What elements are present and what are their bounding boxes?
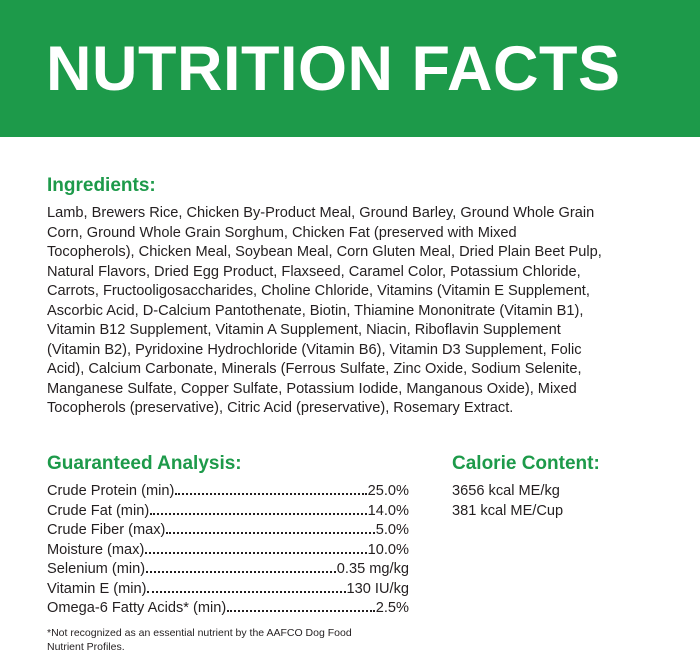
calorie-line: 3656 kcal ME/kg <box>452 483 560 499</box>
analysis-table: Crude Protein (min) 25.0% Crude Fat (min) 1… <box>47 482 409 619</box>
analysis-row: Omega-6 Fatty Acids* (min) 2.5% <box>47 599 409 619</box>
calorie-heading: Calorie Content: <box>452 453 600 474</box>
title: NUTRITION FACTS <box>46 34 621 104</box>
nutrient-name: Omega-6 Fatty Acids* (min) <box>47 600 227 616</box>
nutrient-name: Crude Protein (min) <box>47 483 175 499</box>
calorie-line: 381 kcal ME/Cup <box>452 502 564 519</box>
footnote-line: *Not recognized as an essential nutrient… <box>47 627 352 639</box>
footnote-line: Nutrient Profiles. <box>47 641 125 653</box>
calorie-content: 3656 kcal ME/kg 381 kcal ME/Cup <box>452 482 563 521</box>
header: NUTRITION FACTS <box>0 0 700 137</box>
ingredients-line: Tocopherols (preservative), Citric Acid … <box>47 400 514 416</box>
ingredients-line: Ascorbic Acid, D-Calcium Pantothenate, B… <box>47 302 584 319</box>
leader-dots <box>175 493 367 495</box>
leader-dots <box>146 571 336 573</box>
nutrient-value: 0.35 mg/kg <box>336 561 409 577</box>
analysis-row: Moisture (max) 10.0% <box>47 541 409 561</box>
ingredients-line: Acid), Calcium Carbonate, Minerals (Ferr… <box>47 361 582 377</box>
ingredients-line: (Vitamin B2), Pyridoxine Hydrochloride (… <box>47 341 582 358</box>
nutrient-name: Vitamin E (min) <box>47 580 147 597</box>
analysis-heading: Guaranteed Analysis: <box>47 453 242 474</box>
nutrient-value: 130 IU/kg <box>346 580 409 597</box>
nutrient-name: Crude Fiber (max) <box>47 522 166 538</box>
nutrient-name: Selenium (min) <box>47 561 146 577</box>
ingredients-line: Vitamin B12 Supplement, Vitamin A Supple… <box>47 322 561 338</box>
leader-dots <box>150 512 367 515</box>
footnote: *Not recognized as an essential nutrient… <box>47 626 352 654</box>
leader-dots <box>145 551 367 554</box>
analysis-row: Crude Fiber (max) 5.0% <box>47 521 409 541</box>
leader-dots <box>147 590 346 593</box>
ingredients-line: Lamb, Brewers Rice, Chicken By-Product M… <box>47 205 595 221</box>
nutrient-name: Moisture (max) <box>47 541 145 558</box>
ingredients: Lamb, Brewers Rice, Chicken By-Product M… <box>47 204 602 419</box>
nutrient-value: 2.5% <box>375 600 409 616</box>
ingredients-line: Natural Flavors, Dried Egg Product, Flax… <box>47 263 581 280</box>
ingredients-line: Carrots, Fructooligosaccharides, Choline… <box>47 283 590 299</box>
analysis-row: Crude Protein (min) 25.0% <box>47 482 409 502</box>
analysis-row: Selenium (min) 0.35 mg/kg <box>47 560 409 580</box>
nutrient-value: 25.0% <box>367 483 409 499</box>
ingredients-line: Tocopherols), Chicken Meal, Soybean Meal… <box>47 244 602 260</box>
nutrient-value: 5.0% <box>375 522 409 538</box>
leader-dots <box>166 532 375 534</box>
analysis-row: Vitamin E (min) 130 IU/kg <box>47 580 409 600</box>
ingredients-line: Manganese Sulfate, Copper Sulfate, Potas… <box>47 380 577 397</box>
nutrient-name: Crude Fat (min) <box>47 502 150 519</box>
nutrient-value: 14.0% <box>367 502 409 519</box>
analysis-row: Crude Fat (min) 14.0% <box>47 502 409 522</box>
ingredients-heading: Ingredients: <box>47 175 156 196</box>
ingredients-line: Corn, Ground Whole Grain Sorghum, Chicke… <box>47 224 517 241</box>
nutrient-value: 10.0% <box>367 541 409 558</box>
leader-dots <box>227 610 375 612</box>
